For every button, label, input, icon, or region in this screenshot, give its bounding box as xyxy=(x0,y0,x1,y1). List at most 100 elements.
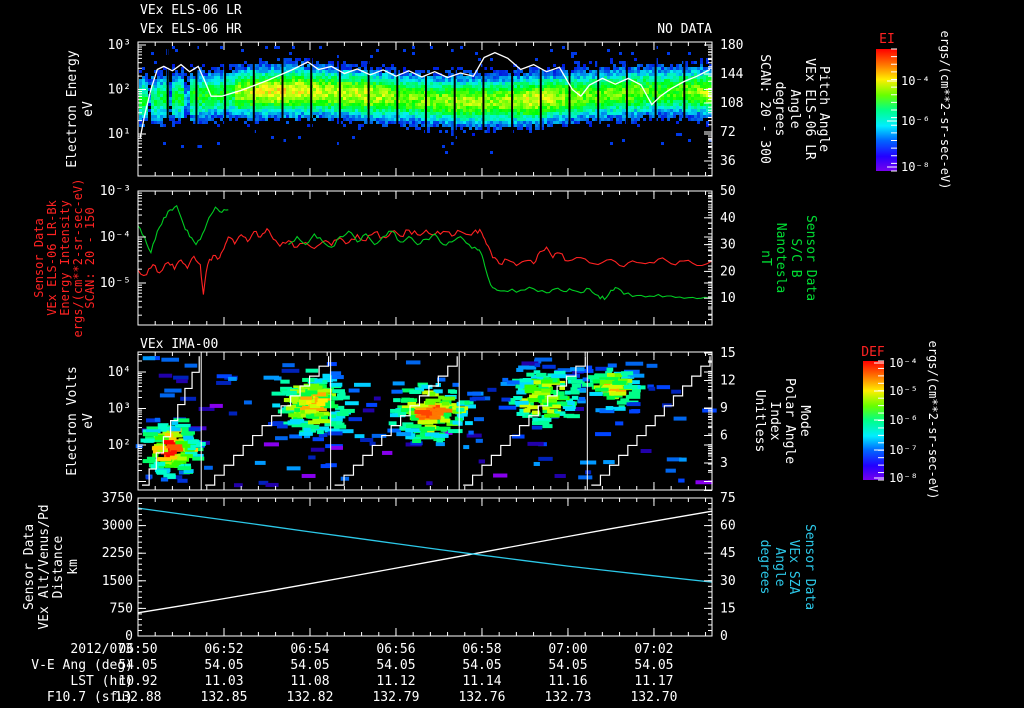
spectrogram-cell xyxy=(364,121,367,124)
spectrogram-cell xyxy=(328,64,331,67)
spectrogram-cell xyxy=(229,88,232,91)
spectrogram-cell xyxy=(595,97,598,100)
spectrogram-cell xyxy=(436,106,439,109)
spectrogram-cell xyxy=(268,106,271,109)
spectrogram-cell xyxy=(304,94,307,97)
spectrogram-cell xyxy=(139,118,142,121)
spectrogram-cell xyxy=(580,106,583,109)
spectrogram-cell xyxy=(691,82,694,85)
spectrogram-cell xyxy=(628,115,631,118)
spectrogram-cell xyxy=(259,115,262,118)
spectrogram-cell xyxy=(205,103,208,106)
spectrogram-cell xyxy=(337,67,340,70)
spectrogram-cell xyxy=(394,100,397,103)
spectrogram-cell xyxy=(532,67,535,70)
spectrogram-cell xyxy=(229,67,232,70)
spectrogram-cell xyxy=(658,70,661,73)
ima-blob-cell xyxy=(541,379,553,384)
spectrogram-cell xyxy=(151,103,154,106)
spectrogram-cell xyxy=(499,121,502,124)
spectrogram-cell xyxy=(385,88,388,91)
spectrogram-cell xyxy=(619,61,622,64)
spectrogram-cell xyxy=(493,103,496,106)
spectrogram-cell xyxy=(643,118,646,121)
spectrogram-cell xyxy=(313,112,316,115)
spectrogram-cell xyxy=(493,70,496,73)
ima-dash xyxy=(533,461,540,466)
spectrogram-cell xyxy=(514,115,517,118)
ima-blob-cell xyxy=(173,418,190,423)
spectrogram-cell xyxy=(412,97,415,100)
spectrogram-cell xyxy=(679,109,682,112)
spectrogram-cell xyxy=(514,109,517,112)
spectrogram-cell xyxy=(670,109,673,112)
spectrogram-cell xyxy=(565,118,568,121)
spectrogram-cell xyxy=(529,121,532,124)
spectrogram-cell xyxy=(574,115,577,118)
spectrogram-cell xyxy=(553,88,556,91)
spectrogram-cell xyxy=(586,103,589,106)
spectrogram-cell xyxy=(676,112,679,115)
spectrogram-cell xyxy=(577,88,580,91)
spectrogram-cell xyxy=(688,79,691,82)
spectrogram-cell xyxy=(160,79,163,82)
spectrogram-cell xyxy=(349,97,352,100)
spectrogram-cell xyxy=(172,103,175,106)
spectrogram-cell xyxy=(502,70,505,73)
spectrogram-cell xyxy=(538,106,541,109)
spectrogram-cell xyxy=(376,106,379,109)
spectrogram-cell xyxy=(319,85,322,88)
spectrogram-cell xyxy=(277,115,280,118)
spectrogram-cell xyxy=(469,118,472,121)
spectrogram-cell xyxy=(358,103,361,106)
spectrogram-cell xyxy=(514,106,517,109)
spectrogram-cell xyxy=(241,49,244,52)
spectrogram-cell xyxy=(673,82,676,85)
spectrogram-cell xyxy=(697,106,700,109)
spectrogram-cell xyxy=(334,82,337,85)
spectrogram-cell xyxy=(226,112,229,115)
spectrogram-cell xyxy=(286,85,289,88)
spectrogram-cell xyxy=(616,70,619,73)
spectrogram-cell xyxy=(388,121,391,124)
spectrogram-cell xyxy=(319,94,322,97)
spectrogram-cell xyxy=(526,79,529,82)
spectrogram-cell xyxy=(619,106,622,109)
spectrogram-cell xyxy=(445,82,448,85)
spectrogram-cell xyxy=(376,121,379,124)
spectrogram-cell xyxy=(256,100,259,103)
spectrogram-cell xyxy=(442,91,445,94)
spectrogram-cell xyxy=(472,88,475,91)
spectrogram-cell xyxy=(301,115,304,118)
spectrogram-cell xyxy=(622,91,625,94)
ima-blob-cell xyxy=(154,435,169,440)
spectrogram-cell xyxy=(541,76,544,79)
spectrogram-cell xyxy=(496,109,499,112)
spectrogram-cell xyxy=(649,70,652,73)
spectrogram-cell xyxy=(292,106,295,109)
spectrogram-cell xyxy=(529,73,532,76)
ima-blob-cell xyxy=(519,411,525,416)
spectrogram-cell xyxy=(271,76,274,79)
spectrogram-cell xyxy=(238,112,241,115)
spectrogram-cell xyxy=(259,73,262,76)
spectrogram-cell xyxy=(538,76,541,79)
spectrogram-cell xyxy=(394,118,397,121)
spectrogram-cell xyxy=(637,109,640,112)
spectrogram-cell xyxy=(457,112,460,115)
spectrogram-cell xyxy=(487,73,490,76)
spectrogram-cell xyxy=(436,94,439,97)
spectrogram-cell xyxy=(271,82,274,85)
spectrogram-cell xyxy=(571,109,574,112)
spectrogram-cell xyxy=(211,91,214,94)
spectrogram-cell xyxy=(577,91,580,94)
ima-blob-cell xyxy=(538,395,545,400)
spectrogram-cell xyxy=(145,112,148,115)
spectrogram-cell xyxy=(553,103,556,106)
spectrogram-cell xyxy=(382,121,385,124)
spectrogram-cell xyxy=(196,103,199,106)
spectrogram-cell xyxy=(445,118,448,121)
spectrogram-cell xyxy=(556,94,559,97)
spectrogram-cell xyxy=(139,82,142,85)
spectrogram-cell xyxy=(664,88,667,91)
